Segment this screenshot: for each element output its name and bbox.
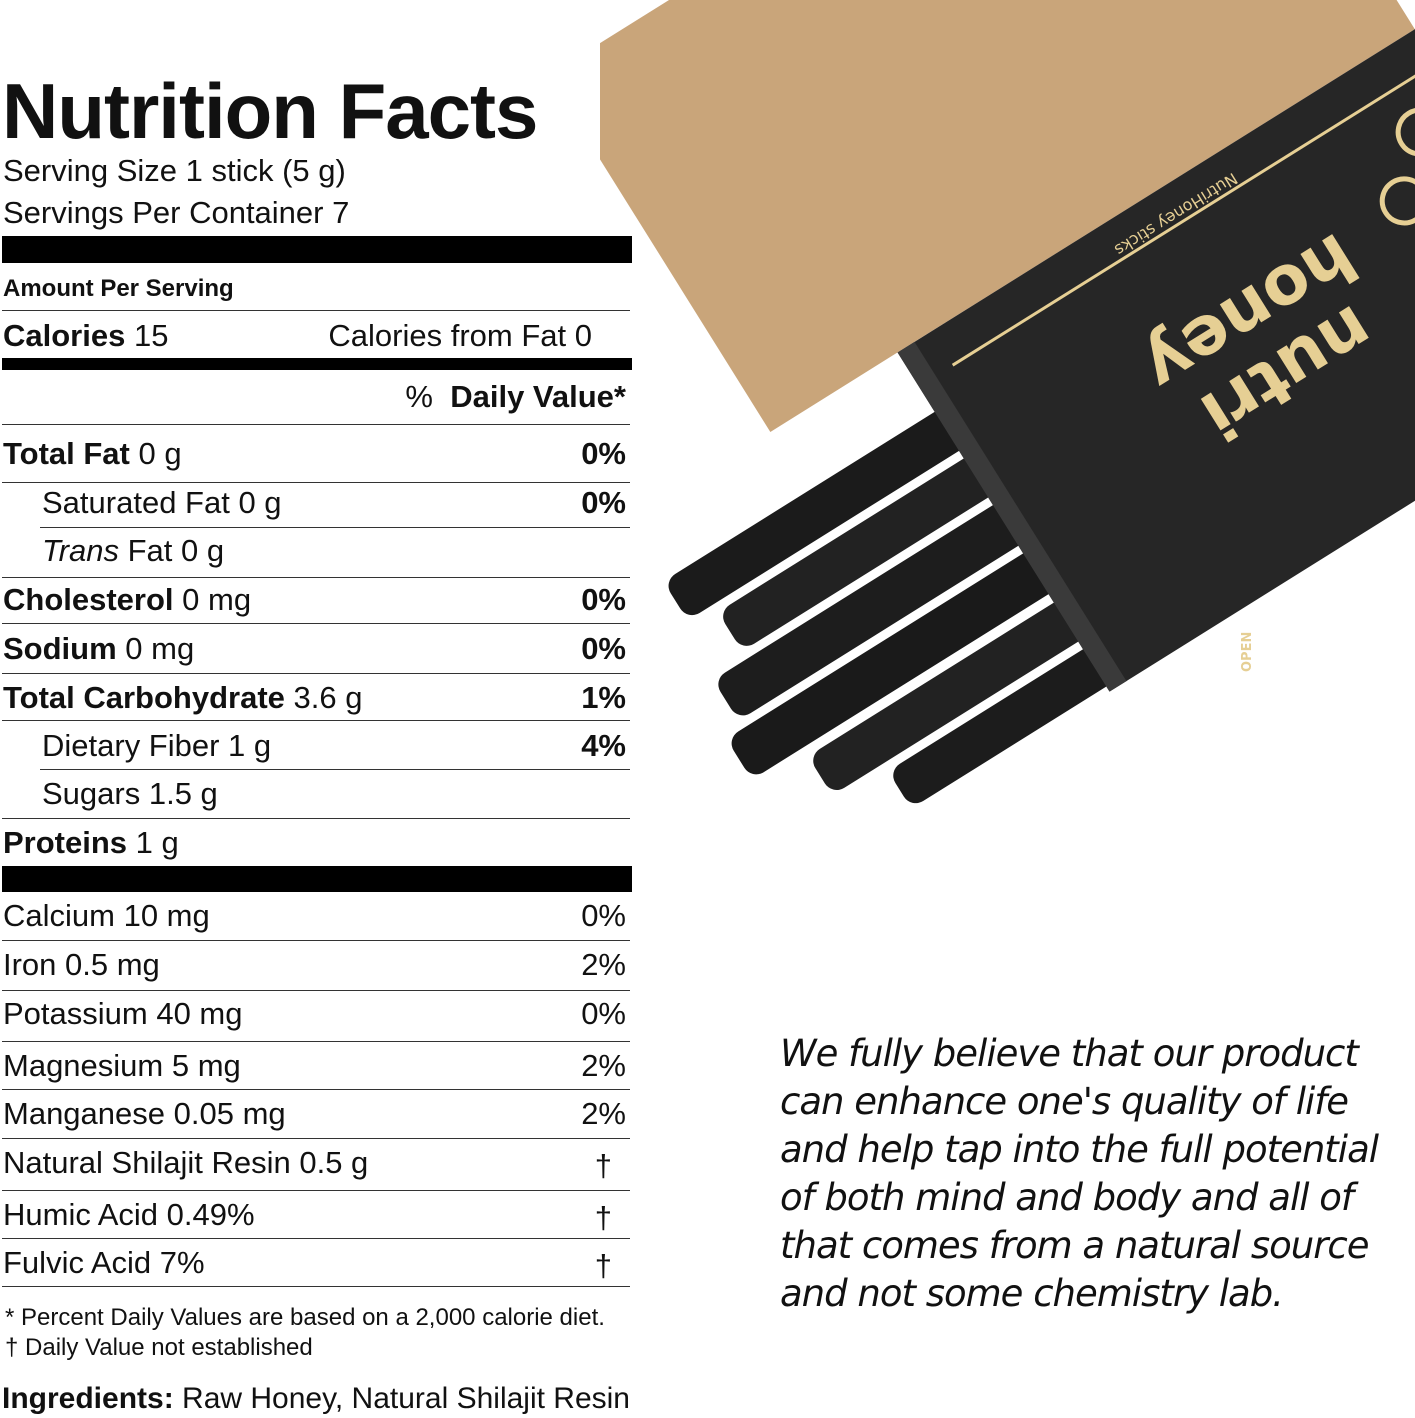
divider (2, 1238, 630, 1239)
stick (718, 473, 1073, 716)
daily-value-header: % Daily Value* (405, 381, 626, 412)
nutrient-name: Cholesterol (3, 582, 174, 617)
calories-label: Calories (3, 318, 126, 353)
mineral-dv: 0% (581, 996, 626, 1031)
servings-per-container: Servings Per Container 7 (3, 195, 350, 230)
molecule-icon (1395, 107, 1415, 157)
stick (668, 385, 1005, 616)
calories-from-fat: Calories from Fat 0 (328, 318, 592, 353)
nutrient-row-total-fat: Total Fat 0 g (3, 438, 182, 469)
mineral-row-iron: Iron 0.5 mg (3, 947, 160, 982)
divider (2, 623, 630, 624)
nutrient-dv: 0% (581, 631, 626, 666)
nutrient-name: Total Carbohydrate (3, 680, 285, 715)
mineral-row-magnesium: Magnesium 5 mg (3, 1048, 241, 1083)
divider (40, 769, 630, 770)
nutrient-row-cholesterol: Cholesterol 0 mg (3, 584, 251, 615)
nutrient-name: Trans (42, 533, 119, 568)
nutrient-dv: 0% (581, 582, 626, 617)
stick (723, 426, 1043, 646)
nutrient-row-trans-fat: Trans Fat 0 g (42, 535, 224, 566)
calories-value: 15 (133, 318, 169, 353)
divider (2, 424, 630, 425)
percent-sign: % (405, 379, 433, 414)
kraft-box (600, 0, 1415, 432)
amount-per-serving: Amount Per Serving (3, 275, 234, 302)
thick-divider (2, 236, 632, 263)
serving-size: Serving Size 1 stick (5 g) (3, 153, 346, 188)
quote-text: We fully believe that our product can en… (780, 1032, 1379, 1315)
molecule-icon (1379, 176, 1415, 226)
nutrient-row-saturated-fat: Saturated Fat 0 g (42, 485, 282, 520)
divider (2, 720, 630, 721)
divider (2, 1286, 630, 1287)
daily-value-label: Daily Value* (450, 379, 626, 414)
nutrient-name: Proteins (3, 825, 128, 860)
nutrient-dv: 4% (581, 728, 626, 763)
ingredients: Ingredients: Raw Honey, Natural Shilajit… (2, 1384, 630, 1414)
nutrient-amount: 3.6 g (293, 680, 363, 715)
nutrient-dv: 0% (581, 436, 626, 471)
divider (2, 990, 630, 991)
mineral-row-manganese: Manganese 0.05 mg (3, 1096, 286, 1131)
mineral-row-fulvic-acid: Fulvic Acid 7% (3, 1245, 205, 1280)
mineral-row-humic-acid: Humic Acid 0.49% (3, 1197, 255, 1232)
divider (2, 482, 630, 483)
footnote-dagger: † Daily Value not established (5, 1334, 313, 1361)
mineral-dv: 2% (581, 947, 626, 982)
stick (731, 521, 1103, 775)
mineral-dv: † (594, 1200, 612, 1235)
mineral-row-shilajit: Natural Shilajit Resin 0.5 g (3, 1145, 369, 1180)
nutrient-dv: 0% (581, 485, 626, 520)
divider (2, 1089, 630, 1090)
divider (2, 940, 630, 941)
divider (2, 310, 630, 311)
divider (2, 1041, 630, 1042)
nutrient-name: Total Fat (3, 436, 130, 471)
nutrient-amount: 0 g (138, 436, 182, 471)
divider (40, 527, 630, 528)
black-sleeve (897, 23, 1415, 692)
honey-sticks (668, 385, 1161, 804)
calories-row: Calories 15 (3, 320, 168, 351)
ingredients-label: Ingredients: (2, 1382, 174, 1415)
label-title: Nutrition Facts (2, 67, 538, 155)
box-line (951, 67, 1415, 367)
thick-divider (2, 866, 632, 892)
mineral-dv: † (594, 1248, 612, 1283)
sleeve-edge (897, 341, 1127, 692)
nutrient-name: Sodium (3, 631, 117, 666)
ingredients-list: Raw Honey, Natural Shilajit Resin (182, 1382, 630, 1415)
footnote-daily-values: * Percent Daily Values are based on a 2,… (5, 1304, 605, 1331)
nutrient-amount: Fat 0 g (127, 533, 225, 568)
divider (2, 1190, 630, 1191)
nutrient-dv: 1% (581, 680, 626, 715)
nutrition-facts-label: Nutrition Facts Serving Size 1 stick (5 … (0, 0, 632, 1418)
medium-divider (2, 358, 632, 370)
nutrient-row-sodium: Sodium 0 mg (3, 633, 194, 664)
nutrient-row-dietary-fiber: Dietary Fiber 1 g (42, 728, 272, 763)
nutrient-amount: 0 mg (125, 631, 195, 666)
stick (813, 570, 1133, 791)
divider (2, 1138, 630, 1139)
divider (2, 673, 630, 674)
nutrient-amount: 0 mg (182, 582, 252, 617)
mineral-row-potassium: Potassium 40 mg (3, 996, 243, 1031)
mineral-dv: 2% (581, 1096, 626, 1131)
open-here-text: OPEN (1240, 631, 1255, 672)
divider (2, 818, 630, 819)
mineral-dv: 0% (581, 898, 626, 933)
mineral-dv: † (594, 1148, 612, 1183)
nutrient-row-sugars: Sugars 1.5 g (42, 776, 218, 811)
divider (2, 577, 630, 578)
mineral-dv: 2% (581, 1048, 626, 1083)
mineral-row-calcium: Calcium 10 mg (3, 898, 210, 933)
product-photo: nutrihoney NutriHoney sticks (600, 0, 1415, 804)
nutrient-row-proteins: Proteins 1 g (3, 827, 179, 858)
nutrient-row-total-carbohydrate: Total Carbohydrate 3.6 g (3, 682, 362, 713)
nutrient-amount: 1 g (135, 825, 179, 860)
